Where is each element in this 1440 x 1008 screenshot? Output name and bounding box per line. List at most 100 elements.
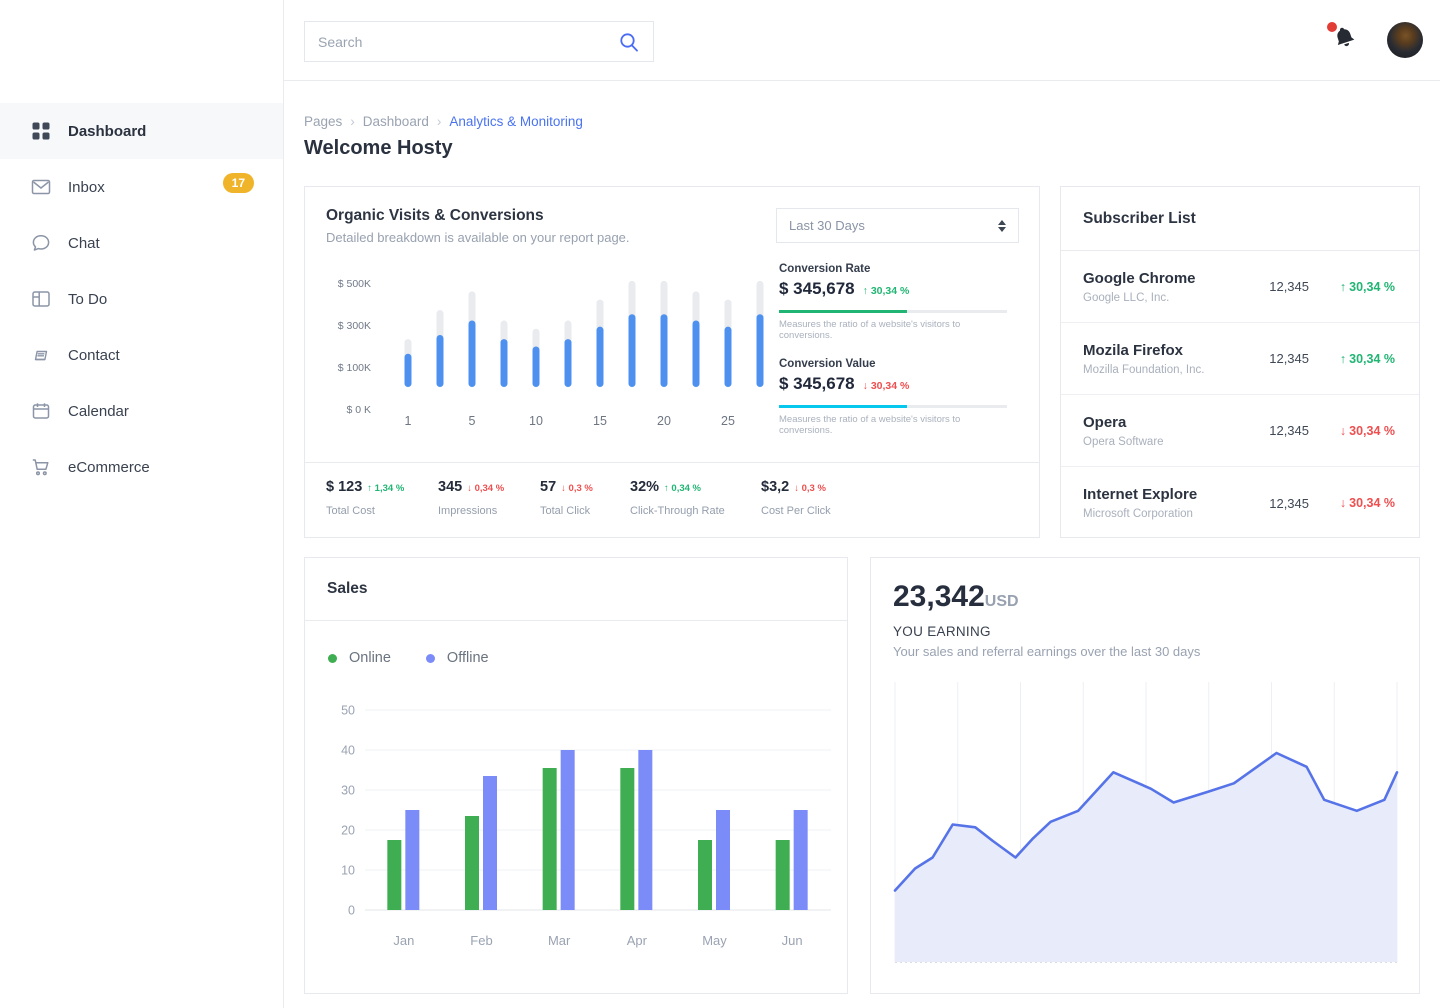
- svg-text:30: 30: [341, 784, 355, 798]
- breadcrumb-item[interactable]: Pages: [304, 114, 343, 129]
- stat-total-click: 57 ↓ 0,3 % Total Click: [540, 478, 630, 537]
- conversion-value-progress: [779, 405, 1007, 408]
- sidebar-item-label: Chat: [68, 234, 100, 252]
- svg-text:$ 300K: $ 300K: [338, 320, 371, 332]
- stat-change: ↑ 0,34 %: [664, 483, 701, 494]
- search-box[interactable]: [304, 21, 654, 62]
- svg-text:Apr: Apr: [627, 933, 648, 948]
- subscriber-name: Google Chrome: [1083, 269, 1196, 287]
- calendar-icon: [31, 401, 51, 421]
- subscriber-change: ↑ 30,34 %: [1339, 351, 1395, 366]
- notification-dot: [1327, 22, 1337, 32]
- legend-label: Online: [349, 650, 391, 666]
- legend-dot: [425, 653, 435, 663]
- svg-text:Jan: Jan: [393, 933, 414, 948]
- svg-text:20: 20: [341, 824, 355, 838]
- conversion-value-value: $ 345,678 ↓ 30,34 %: [779, 374, 910, 393]
- conversion-metrics: Conversion Rate $ 345,678 ↑ 30,34 % Measu…: [779, 263, 1007, 436]
- subscriber-count: 12,345: [1269, 423, 1309, 438]
- breadcrumb-separator: ›: [436, 114, 442, 129]
- sidebar-item-label: eCommerce: [68, 458, 150, 476]
- svg-text:Jun: Jun: [782, 933, 803, 948]
- subscriber-count: 12,345: [1269, 495, 1309, 511]
- legend-item-offline[interactable]: Offline: [425, 650, 489, 666]
- svg-text:20: 20: [657, 414, 671, 428]
- sidebar-item-inbox[interactable]: Inbox 17: [0, 159, 283, 215]
- sales-card: Sales Online Offline 0 10 20 30 40 50 Jan Feb Mar…: [304, 557, 848, 994]
- legend-item-online[interactable]: Online: [328, 650, 391, 666]
- subscriber-row-internet-explore[interactable]: Internet Explore Microsoft Corporation 12,…: [1061, 467, 1419, 539]
- sidebar-item-contact[interactable]: Contact: [0, 327, 283, 383]
- stat-label: Click-Through Rate: [630, 505, 725, 517]
- search-input[interactable]: [318, 33, 618, 50]
- subscriber-company: Google LLC, Inc.: [1083, 291, 1170, 304]
- stat-label: Cost Per Click: [761, 505, 831, 517]
- subscriber-name: Opera: [1083, 413, 1127, 431]
- subscriber-change: ↓ 30,34 %: [1339, 423, 1395, 438]
- sidebar-item-calendar[interactable]: Calendar: [0, 383, 283, 439]
- stat-value: 32%: [630, 479, 660, 495]
- organic-card-title: Organic Visits & Conversions: [326, 207, 544, 224]
- stat-value: 345: [438, 479, 463, 495]
- avatar[interactable]: [1387, 22, 1423, 58]
- stat-label: Impressions: [438, 505, 498, 517]
- subscriber-row-mozila-firefox[interactable]: Mozila Firefox Mozilla Foundation, Inc. 12…: [1061, 323, 1419, 395]
- svg-text:Mar: Mar: [548, 933, 571, 948]
- svg-text:$ 500K: $ 500K: [338, 278, 371, 290]
- subscriber-name: Internet Explore: [1083, 486, 1198, 503]
- svg-text:May: May: [702, 933, 727, 948]
- conversion-value-label: Conversion Value: [779, 358, 876, 370]
- cart-icon: [31, 457, 51, 477]
- sales-bar-chart: 0 10 20 30 40 50 Jan Feb Mar Apr May Jun: [341, 704, 831, 948]
- svg-text:0: 0: [348, 904, 355, 918]
- subscriber-name: Mozila Firefox: [1083, 341, 1184, 359]
- search-icon[interactable]: [618, 31, 640, 53]
- stat-total-cost: $ 123 ↑ 1,34 % Total Cost: [326, 478, 438, 537]
- date-range-select[interactable]: Last 30 Days: [776, 208, 1019, 243]
- logo: [0, 0, 283, 80]
- subscriber-row-google-chrome[interactable]: Google Chrome Google LLC, Inc. 12,345 ↑ 30,3…: [1061, 251, 1419, 323]
- sidebar-item-label: To Do: [68, 290, 108, 308]
- legend-label: Offline: [446, 650, 489, 666]
- sidebar-item-ecommerce[interactable]: eCommerce: [0, 439, 283, 495]
- stat-value: $3,2: [761, 479, 790, 495]
- stat-value: $ 123: [326, 479, 363, 495]
- subscriber-company: Microsoft Corporation: [1083, 508, 1193, 520]
- svg-text:Feb: Feb: [470, 933, 492, 948]
- subscriber-change: ↓ 30,34 %: [1339, 496, 1395, 510]
- organic-visits-card: Organic Visits & Conversions Detailed br…: [304, 186, 1040, 538]
- stat-change: ↑ 1,34 %: [367, 483, 405, 494]
- svg-text:50: 50: [341, 704, 355, 718]
- sidebar-item-todo[interactable]: To Do: [0, 271, 283, 327]
- breadcrumb-current[interactable]: Analytics & Monitoring: [449, 114, 583, 129]
- conversion-rate-value: $ 345,678 ↑ 30,34 %: [779, 279, 910, 298]
- page-title: Welcome Hosty: [304, 137, 453, 159]
- book-icon: [31, 345, 51, 365]
- stat-impressions: 345 ↓ 0,34 % Impressions: [438, 478, 540, 537]
- stat-change: ↓ 0,3 %: [794, 483, 826, 494]
- subscriber-change: ↑ 30,34 %: [1339, 279, 1395, 294]
- sidebar: Dashboard Inbox 17 Chat To Do Contact Calendar…: [0, 0, 284, 1008]
- stat-click-through-rate: 32% ↑ 0,34 % Click-Through Rate: [630, 478, 761, 537]
- layout-icon: [31, 289, 51, 309]
- select-stepper-icon: [998, 219, 1006, 232]
- svg-text:$ 0 K: $ 0 K: [346, 404, 371, 416]
- sidebar-item-label: Calendar: [68, 402, 129, 420]
- conversion-rate-progress: [779, 310, 1007, 313]
- subscriber-count: 12,345: [1269, 351, 1309, 366]
- breadcrumb-item[interactable]: Dashboard: [362, 114, 429, 129]
- sidebar-item-chat[interactable]: Chat: [0, 215, 283, 271]
- breadcrumb-separator: ›: [350, 114, 355, 129]
- sales-legend: Online Offline: [328, 650, 489, 666]
- stat-change: ↓ 0,3 %: [561, 483, 593, 494]
- svg-text:1: 1: [405, 414, 412, 428]
- svg-text:10: 10: [341, 864, 355, 878]
- svg-text:25: 25: [721, 414, 735, 428]
- subscriber-list-card: Subscriber List Google Chrome Google LLC,…: [1060, 186, 1420, 538]
- envelope-icon: [31, 177, 51, 197]
- conversion-rate-label: Conversion Rate: [779, 263, 871, 275]
- sidebar-nav: Dashboard Inbox 17 Chat To Do Contact Calendar…: [0, 80, 283, 495]
- sidebar-item-dashboard[interactable]: Dashboard: [0, 103, 283, 159]
- subscriber-row-opera[interactable]: Opera Opera Software 12,345 ↓ 30,34 %: [1061, 395, 1419, 467]
- notifications-button[interactable]: [1327, 22, 1360, 54]
